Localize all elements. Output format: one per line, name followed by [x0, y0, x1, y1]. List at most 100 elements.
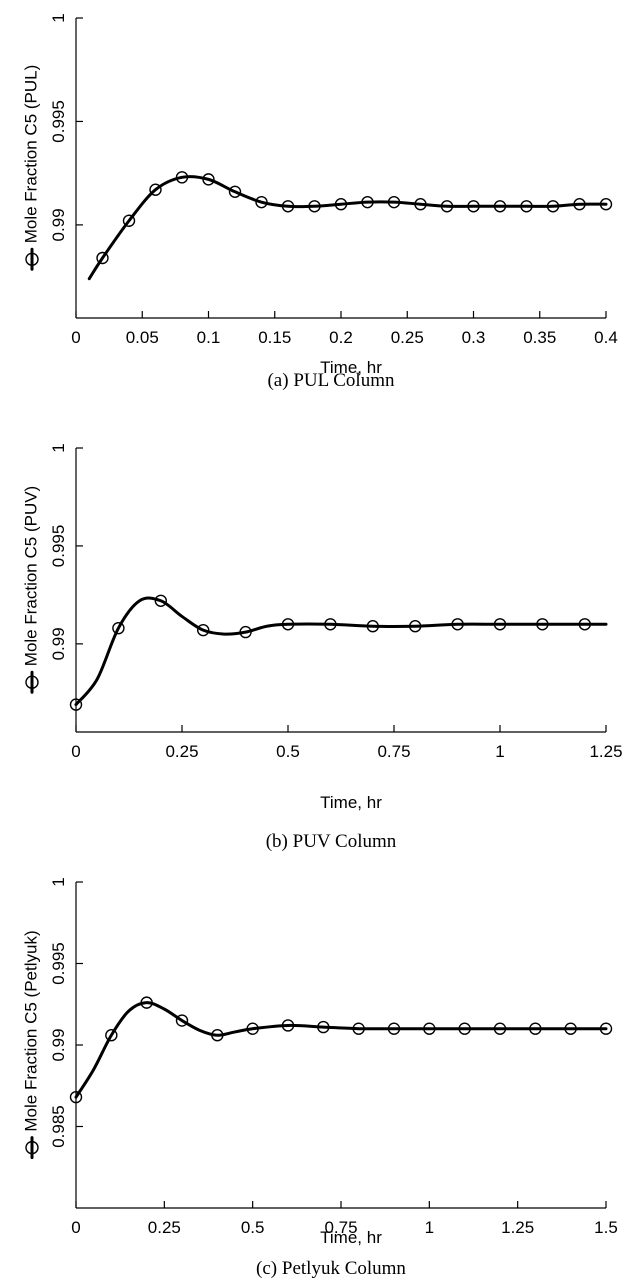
- legend-marker: [25, 675, 39, 689]
- x-axis-label: Time, hr: [320, 358, 382, 377]
- data-point: [520, 200, 533, 213]
- data-point: [154, 594, 168, 607]
- data-point: [546, 200, 560, 213]
- x-tick-label: 1.25: [501, 1218, 534, 1237]
- x-tick-label: 0.05: [126, 328, 159, 347]
- data-point: [578, 618, 591, 631]
- y-tick-label: 0.99: [49, 1028, 68, 1061]
- x-tick-label: 0.35: [523, 328, 556, 347]
- x-tick-label: 1.25: [589, 742, 622, 761]
- data-point: [308, 200, 321, 213]
- x-tick-label: 0.25: [165, 742, 198, 761]
- data-point: [96, 251, 109, 265]
- data-point: [493, 200, 507, 213]
- data-point: [281, 1019, 295, 1032]
- data-point: [334, 198, 348, 211]
- data-point: [451, 618, 464, 631]
- x-tick-label: 0: [71, 328, 80, 347]
- y-tick-label: 0.995: [49, 100, 68, 143]
- x-axis-label: Time, hr: [320, 1228, 382, 1247]
- data-point: [112, 621, 125, 635]
- data-point: [366, 620, 379, 633]
- x-tick-label: 0.4: [594, 328, 618, 347]
- data-point: [175, 171, 189, 184]
- data-point: [149, 183, 162, 196]
- chart-caption: (b) PUV Column: [266, 831, 397, 852]
- data-point: [458, 1022, 471, 1035]
- legend-marker: [25, 252, 39, 266]
- y-axis-label: Mole Fraction C5 (Petlyuk): [21, 930, 40, 1131]
- data-point: [246, 1022, 259, 1035]
- x-axis-label: Time, hr: [320, 793, 382, 812]
- data-point: [361, 195, 374, 209]
- y-tick-label: 1: [49, 877, 68, 886]
- y-tick-label: 1: [49, 13, 68, 22]
- x-tick-label: 0.1: [197, 328, 221, 347]
- y-tick-label: 0.985: [49, 1105, 68, 1148]
- series-line: [74, 596, 608, 707]
- y-tick-label: 0.99: [49, 208, 68, 241]
- data-point: [69, 1090, 83, 1104]
- y-axis-label-group: Mole Fraction C5 (PUL): [21, 65, 40, 271]
- x-tick-label: 0.3: [462, 328, 486, 347]
- data-point: [409, 620, 422, 633]
- data-point: [352, 1022, 365, 1035]
- data-point: [599, 1022, 613, 1035]
- x-tick-label: 0: [71, 1218, 80, 1237]
- data-point: [281, 200, 295, 213]
- data-point: [202, 173, 215, 186]
- x-tick-label: 0.25: [391, 328, 424, 347]
- data-point: [467, 200, 480, 213]
- data-point: [573, 198, 586, 211]
- x-tick-label: 1: [495, 742, 504, 761]
- x-tick-label: 0: [71, 742, 80, 761]
- chart-caption: (a) PUL Column: [267, 370, 395, 391]
- x-tick-label: 0.75: [377, 742, 410, 761]
- x-tick-label: 0.5: [276, 742, 300, 761]
- data-point: [69, 698, 83, 711]
- chart-panel-3: 0 0.25 0.5 0.75 1 1.25 1.5 0.985 0.99 0.995 1 Time,…: [21, 877, 617, 1279]
- data-point: [228, 185, 242, 198]
- data-point: [196, 623, 210, 637]
- data-point: [493, 1022, 507, 1035]
- x-tick-label: 0.75: [324, 1218, 357, 1237]
- data-point: [387, 1022, 401, 1035]
- data-point: [255, 195, 268, 209]
- chart-panel-2: 0 0.25 0.5 0.75 1 1.25 0.99 0.995 1 Time, hr Mole …: [21, 443, 622, 852]
- y-axis-label-group: Mole Fraction C5 (Petlyuk): [21, 930, 40, 1160]
- data-point: [281, 618, 295, 631]
- data-point: [599, 198, 613, 211]
- y-tick-label: 0.995: [49, 942, 68, 985]
- chart-caption: (c) Petlyuk Column: [256, 1258, 406, 1279]
- y-axis-label: Mole Fraction C5 (PUV): [21, 486, 40, 666]
- data-point: [387, 195, 401, 209]
- y-tick-label: 0.99: [49, 627, 68, 660]
- data-point: [423, 1022, 436, 1035]
- data-point: [175, 1014, 189, 1027]
- x-tick-label: 1.5: [594, 1218, 618, 1237]
- y-tick-label: 1: [49, 443, 68, 452]
- data-point: [317, 1020, 330, 1034]
- data-point: [414, 198, 427, 211]
- data-point: [564, 1022, 577, 1035]
- data-point: [239, 625, 252, 639]
- x-tick-label: 0.5: [241, 1218, 265, 1237]
- y-tick-label: 0.995: [49, 525, 68, 568]
- x-tick-label: 0.2: [329, 328, 353, 347]
- y-axis-label: Mole Fraction C5 (PUL): [21, 65, 40, 244]
- data-point: [529, 1022, 542, 1035]
- data-point: [440, 200, 454, 213]
- legend-marker: [25, 1140, 39, 1155]
- data-point: [536, 618, 549, 631]
- chart-panel-1: 0 0.05 0.1 0.15 0.2 0.25 0.3 0.35 0.4 0.99 0.995 1 T…: [21, 13, 617, 391]
- data-point: [211, 1029, 224, 1042]
- series-line: [74, 1001, 608, 1099]
- x-tick-label: 0.25: [148, 1218, 181, 1237]
- x-tick-label: 0.15: [258, 328, 291, 347]
- data-point: [493, 618, 507, 631]
- data-point: [140, 996, 153, 1009]
- data-point: [324, 618, 337, 631]
- data-point: [105, 1029, 118, 1042]
- data-point: [122, 214, 136, 227]
